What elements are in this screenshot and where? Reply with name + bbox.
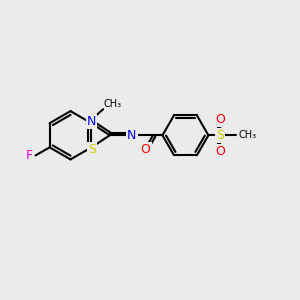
Text: O: O: [141, 143, 151, 156]
Text: CH₃: CH₃: [104, 99, 122, 109]
Text: N: N: [87, 115, 96, 128]
Text: S: S: [216, 129, 224, 142]
Text: CH₃: CH₃: [238, 130, 256, 140]
Text: N: N: [127, 129, 136, 142]
Text: O: O: [215, 113, 225, 126]
Text: S: S: [88, 143, 96, 156]
Text: F: F: [26, 149, 33, 162]
Text: O: O: [215, 145, 225, 158]
